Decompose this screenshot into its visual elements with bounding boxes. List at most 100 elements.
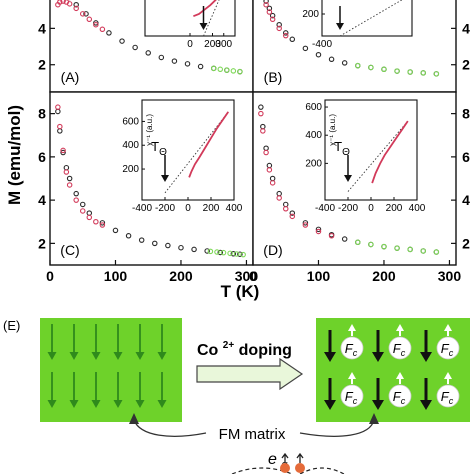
inset-y-tick-label: 200 bbox=[305, 158, 322, 169]
x-tick-label: 300 bbox=[438, 268, 462, 284]
data-point bbox=[119, 38, 125, 44]
data-point bbox=[230, 68, 237, 74]
series-0 bbox=[55, 108, 243, 257]
fm-pointer-right-head bbox=[369, 413, 379, 424]
y-axis-label: M (emu/mol) bbox=[5, 105, 24, 205]
theta-sub: Θ bbox=[159, 147, 167, 158]
series-1 bbox=[263, 1, 289, 39]
eg-electron-2 bbox=[295, 463, 305, 473]
data-point bbox=[302, 45, 309, 52]
data-point bbox=[125, 233, 132, 239]
data-point bbox=[315, 226, 322, 233]
data-point bbox=[282, 206, 289, 212]
fc-label: Fc bbox=[345, 389, 358, 406]
data-point bbox=[60, 147, 66, 154]
data-point bbox=[394, 68, 400, 74]
data-point bbox=[207, 248, 214, 255]
data-point bbox=[60, 149, 66, 156]
data-point bbox=[66, 175, 73, 182]
data-point bbox=[420, 70, 427, 76]
fc-label: Fc bbox=[393, 341, 406, 358]
data-point bbox=[220, 249, 227, 256]
eg-electron-1 bbox=[280, 463, 290, 473]
data-point bbox=[282, 30, 289, 36]
inset-x-tick-label: 200 bbox=[386, 203, 403, 214]
inset-x-tick-label: 300 bbox=[215, 39, 232, 50]
data-point bbox=[407, 69, 413, 75]
x-tick-label: 100 bbox=[104, 268, 128, 284]
data-point bbox=[341, 60, 348, 66]
doping-word: doping bbox=[239, 342, 292, 359]
data-point bbox=[328, 56, 335, 63]
spin-down-arrow-head bbox=[157, 352, 167, 360]
data-point bbox=[132, 44, 138, 51]
y-tick-label: 2 bbox=[462, 57, 470, 73]
y-tick-label: 4 bbox=[462, 192, 470, 208]
fc-symbol: F bbox=[345, 341, 354, 356]
spin-down-arrow-head bbox=[157, 400, 167, 408]
theta-sub: Θ bbox=[342, 147, 350, 158]
data-point bbox=[66, 182, 73, 188]
inset-x-tick-label: 200 bbox=[204, 39, 221, 50]
inset-y-label: χ⁻¹ (a.u.) bbox=[328, 114, 337, 146]
fc-symbol: F bbox=[441, 389, 450, 404]
data-point bbox=[93, 20, 99, 26]
fc-spin-up-arrow-head bbox=[444, 372, 452, 379]
data-point bbox=[171, 58, 178, 64]
data-point bbox=[73, 190, 79, 197]
y-tick-label: 8 bbox=[38, 106, 46, 122]
spin-down-arrow-head bbox=[113, 352, 123, 360]
data-point bbox=[191, 246, 197, 253]
inset-y-tick-label: 200 bbox=[122, 164, 139, 175]
data-point bbox=[328, 233, 335, 239]
fc-symbol: F bbox=[393, 389, 402, 404]
panel-label: (D) bbox=[263, 242, 282, 258]
data-point bbox=[86, 214, 93, 221]
inset-y-tick-label: 600 bbox=[122, 116, 139, 127]
eg-symbol: e bbox=[268, 451, 277, 468]
x-tick-label: 200 bbox=[169, 268, 193, 284]
data-point bbox=[381, 66, 387, 73]
data-point bbox=[266, 167, 273, 173]
y-tick-label: 6 bbox=[38, 149, 46, 165]
fc-subscript: c bbox=[401, 348, 406, 358]
spin-down-arrow-head bbox=[91, 400, 101, 408]
data-point bbox=[79, 208, 86, 214]
data-point bbox=[315, 228, 322, 235]
theta-t: T bbox=[334, 139, 342, 154]
data-point bbox=[93, 21, 99, 28]
panel-label-e: (E) bbox=[3, 318, 20, 333]
data-point bbox=[302, 222, 309, 228]
data-point bbox=[266, 5, 273, 12]
data-point bbox=[230, 251, 237, 257]
data-point bbox=[315, 51, 322, 58]
doping-arrow bbox=[196, 357, 304, 391]
spin-down-arrow-head bbox=[91, 352, 101, 360]
theta-arrow-head bbox=[161, 175, 169, 182]
doping-label: Co 2+ doping bbox=[197, 335, 292, 359]
fm-pointer-right bbox=[299, 419, 375, 437]
doping-ion: Co bbox=[197, 342, 219, 359]
inverse-susceptibility-curve bbox=[193, 0, 217, 18]
inset-y-tick-label: 200 bbox=[302, 9, 319, 20]
data-point bbox=[93, 219, 99, 225]
data-point bbox=[237, 251, 243, 257]
data-point bbox=[165, 242, 171, 249]
data-point bbox=[260, 128, 266, 134]
data-point bbox=[178, 244, 184, 251]
data-point bbox=[263, 149, 269, 156]
data-point bbox=[355, 239, 361, 246]
fc-spin-up-arrow-head bbox=[444, 324, 452, 331]
inset-x-tick-label: -400 bbox=[315, 203, 335, 214]
fm-pointer-left bbox=[133, 419, 207, 437]
data-point bbox=[407, 246, 413, 253]
data-point bbox=[106, 30, 112, 36]
data-point bbox=[158, 54, 165, 61]
data-point bbox=[224, 67, 230, 73]
fc-cluster bbox=[388, 384, 412, 408]
fc-cluster bbox=[388, 336, 412, 360]
data-point bbox=[73, 1, 79, 8]
data-point bbox=[227, 250, 233, 257]
